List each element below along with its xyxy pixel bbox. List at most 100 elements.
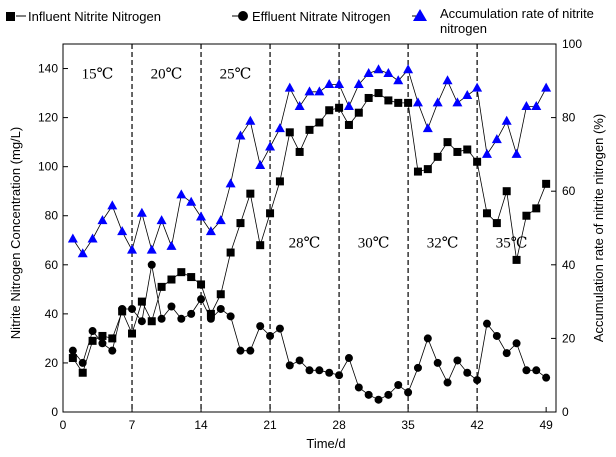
accumulation-data-point xyxy=(521,101,532,111)
influent-data-point xyxy=(236,219,245,228)
accumulation-data-point xyxy=(235,130,246,140)
influent-data-point xyxy=(305,125,314,134)
accumulation-data-point xyxy=(343,101,354,111)
x-tick-label: 35 xyxy=(401,418,415,432)
influent-data-point xyxy=(453,147,462,156)
accumulation-data-point xyxy=(77,248,88,258)
effluent-data-point xyxy=(305,366,314,375)
influent-data-point xyxy=(295,147,304,156)
phase-temperature-label: 20℃ xyxy=(151,66,183,82)
effluent-data-point xyxy=(157,314,166,323)
effluent-data-point xyxy=(364,390,373,399)
y-left-tick-label: 80 xyxy=(45,209,59,223)
influent-data-point xyxy=(512,255,521,264)
y-right-tick-label: 80 xyxy=(562,111,576,125)
effluent-data-point xyxy=(532,366,541,375)
accumulation-data-point xyxy=(541,82,552,92)
influent-data-point xyxy=(364,93,373,102)
x-tick-label: 42 xyxy=(470,418,484,432)
accumulation-data-point xyxy=(215,215,226,225)
influent-data-point xyxy=(256,241,265,250)
influent-data-point xyxy=(88,336,97,345)
legend-circle-marker xyxy=(238,11,248,21)
effluent-data-point xyxy=(246,346,255,355)
effluent-data-point xyxy=(256,322,265,331)
y-left-tick-label: 20 xyxy=(45,356,59,370)
accumulation-data-point xyxy=(294,101,305,111)
accumulation-data-point xyxy=(403,64,414,74)
accumulation-data-point xyxy=(491,134,502,144)
effluent-data-point xyxy=(118,304,127,313)
y-right-tick-label: 20 xyxy=(562,331,576,345)
influent-data-point xyxy=(206,309,215,318)
influent-data-point xyxy=(394,98,403,107)
effluent-data-point xyxy=(384,390,393,399)
effluent-data-point xyxy=(137,317,146,326)
influent-data-point xyxy=(216,290,225,299)
effluent-data-point xyxy=(394,381,403,390)
effluent-data-point xyxy=(295,356,304,365)
legend: Influent Nitrite Nitrogen Effluent Nitra… xyxy=(6,6,598,36)
effluent-data-point xyxy=(206,314,215,323)
x-tick-label: 21 xyxy=(263,418,277,432)
phase-temperature-label: 32℃ xyxy=(427,236,459,252)
phase-temperature-label: 30℃ xyxy=(358,236,390,252)
phase-temperature-label: 15℃ xyxy=(82,66,114,82)
effluent-data-point xyxy=(187,309,196,318)
accumulation-data-point xyxy=(501,115,512,125)
y-left-tick-label: 60 xyxy=(45,258,59,272)
accumulation-data-point xyxy=(531,101,542,111)
y-right-tick-label: 40 xyxy=(562,258,576,272)
legend-label-accumulation: Accumulation rate of nitrite nitrogen xyxy=(440,6,598,36)
x-tick-label: 7 xyxy=(129,418,136,432)
y-left-tick-label: 120 xyxy=(38,111,58,125)
plot-frame xyxy=(62,43,557,413)
influent-data-point xyxy=(157,282,166,291)
influent-data-point xyxy=(354,108,363,117)
influent-data-point xyxy=(344,120,353,129)
x-tick-label: 28 xyxy=(332,418,346,432)
y-right-tick-label: 60 xyxy=(562,184,576,198)
effluent-data-point xyxy=(512,339,521,348)
effluent-data-point xyxy=(108,346,117,355)
legend-square-marker xyxy=(6,12,15,21)
effluent-data-point xyxy=(502,349,511,358)
y-left-tick-label: 0 xyxy=(51,405,58,419)
influent-data-point xyxy=(542,179,551,188)
influent-data-point xyxy=(128,329,137,338)
effluent-data-point xyxy=(78,358,87,367)
influent-data-point xyxy=(463,145,472,154)
effluent-data-point xyxy=(325,368,334,377)
influent-data-point xyxy=(78,368,87,377)
accumulation-data-point xyxy=(393,75,404,85)
influent-data-point xyxy=(433,152,442,161)
legend-label-accumulation-line2: nitrogen xyxy=(440,21,487,36)
effluent-data-point xyxy=(177,314,186,323)
influent-data-point xyxy=(473,157,482,166)
influent-data-point xyxy=(482,209,491,218)
accumulation-data-point xyxy=(363,67,374,77)
influent-data-point xyxy=(423,165,432,174)
phase-temperature-label: 25℃ xyxy=(220,66,252,82)
accumulation-data-point xyxy=(117,226,128,236)
accumulation-data-point xyxy=(314,86,325,96)
accumulation-data-point xyxy=(127,244,138,254)
effluent-data-point xyxy=(404,388,413,397)
influent-data-point xyxy=(502,187,511,196)
influent-data-point xyxy=(443,138,452,147)
accumulation-data-point xyxy=(304,86,315,96)
y-left-tick-label: 40 xyxy=(45,307,59,321)
effluent-data-point xyxy=(453,356,462,365)
effluent-data-point xyxy=(98,339,107,348)
effluent-data-point xyxy=(128,304,137,313)
x-tick-label: 0 xyxy=(60,418,67,432)
effluent-data-point xyxy=(285,361,294,370)
accumulation-data-point xyxy=(67,233,78,243)
influent-data-point xyxy=(384,96,393,105)
accumulation-data-point xyxy=(422,123,433,133)
effluent-data-point xyxy=(226,312,235,321)
influent-data-point xyxy=(167,275,176,284)
y-axis-title-right: Accumulation rate of nitrite nitrogen (%… xyxy=(591,114,606,342)
effluent-data-point xyxy=(335,371,344,380)
influent-data-point xyxy=(532,204,541,213)
